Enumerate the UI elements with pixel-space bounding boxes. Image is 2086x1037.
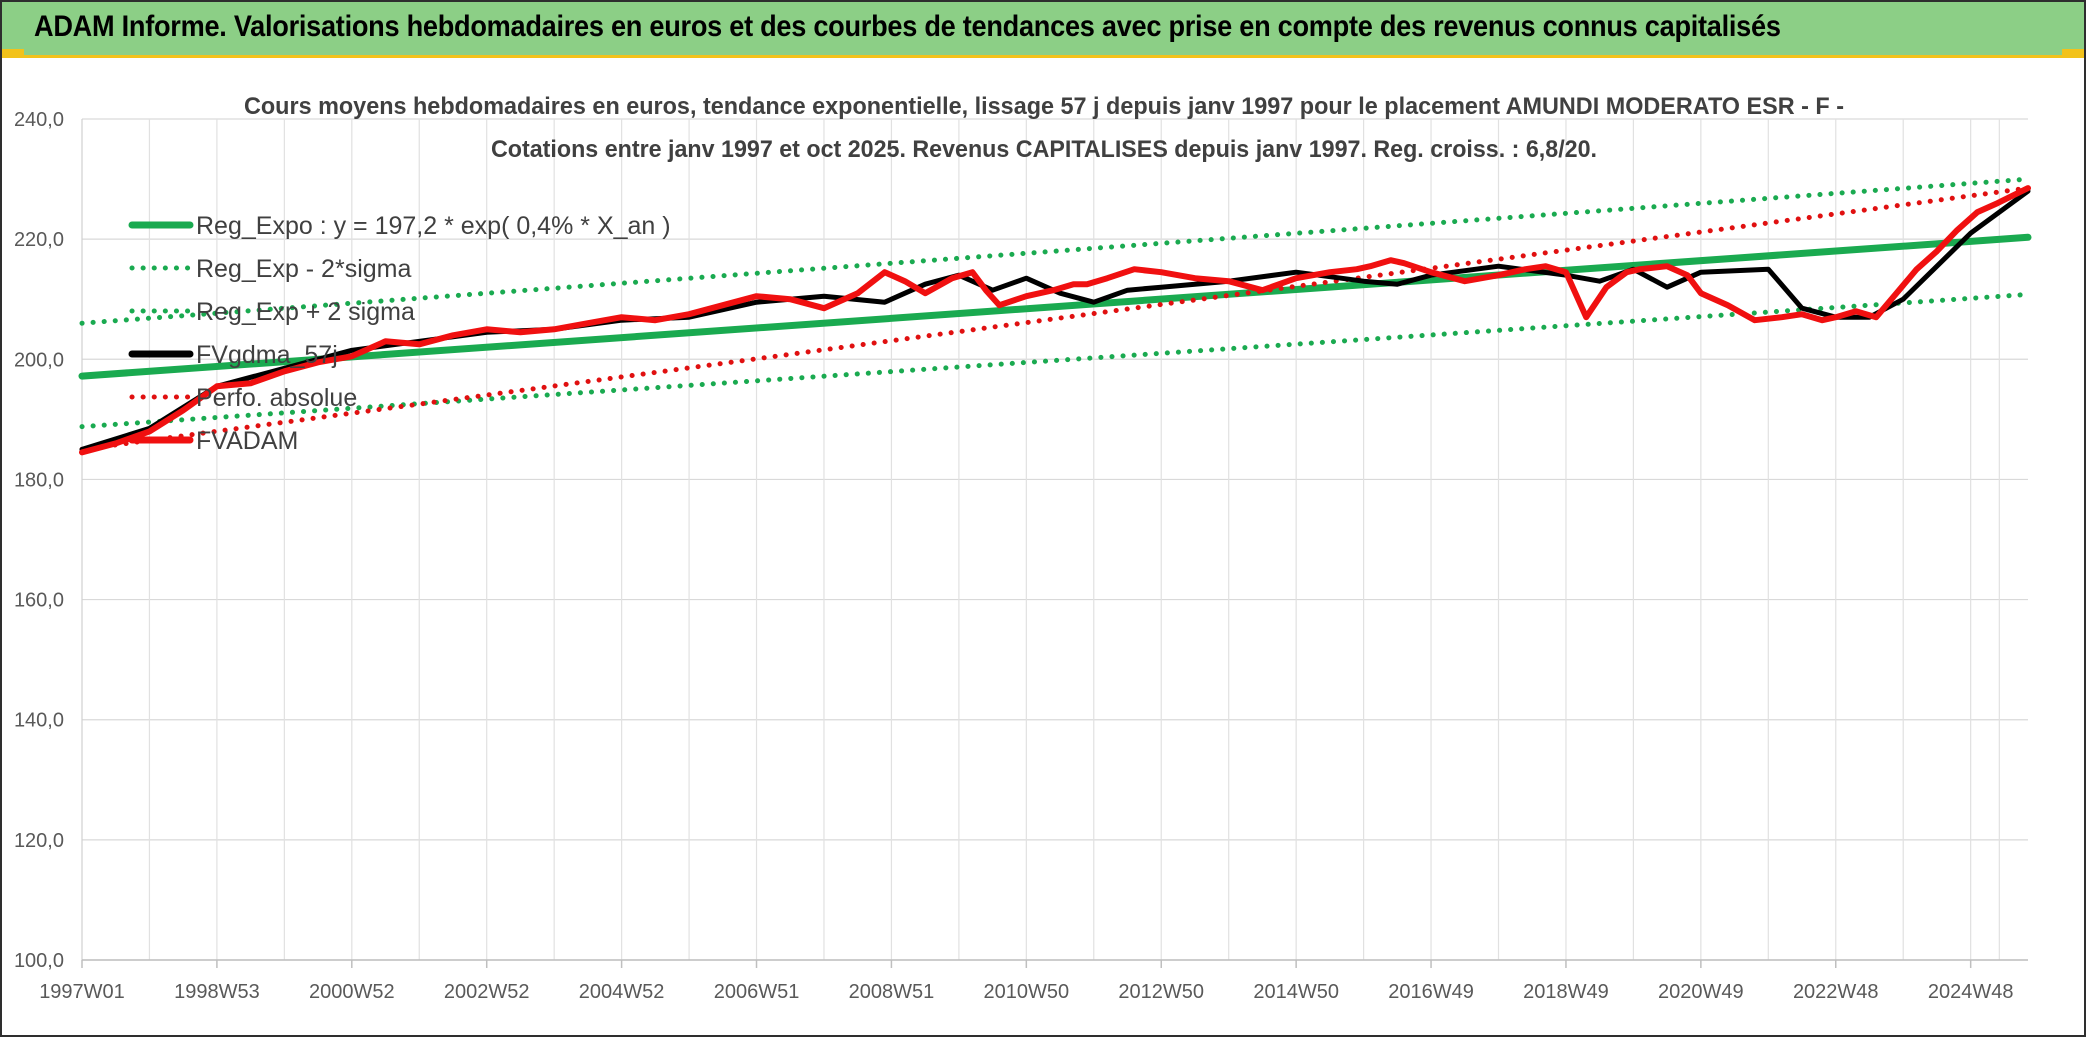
x-tick-label: 2002W52 <box>444 981 530 1003</box>
chart-title: Cours moyens hebdomadaires en euros, ten… <box>244 93 1844 120</box>
y-tick-label: 240,0 <box>14 109 64 131</box>
legend-label: FVgdma_57j <box>196 341 338 369</box>
x-tick-label: 2012W50 <box>1118 981 1204 1003</box>
gridlines <box>81 118 2028 961</box>
x-tick-label: 2022W48 <box>1793 981 1879 1003</box>
legend-label: Reg_Expo : y = 197,2 * exp( 0,4% * X_an … <box>196 212 671 240</box>
series-line-5 <box>79 185 2031 456</box>
y-axis: 100,0 120,0 140,0 160,0 180,0 200,0 220,0 240,0 <box>14 109 64 972</box>
x-tick-label: 2008W51 <box>849 981 935 1003</box>
x-tick-label: 2006W51 <box>714 981 800 1003</box>
y-tick-label: 120,0 <box>14 830 64 852</box>
x-tick-label: 1998W53 <box>174 981 260 1003</box>
series-line-0 <box>78 233 2032 380</box>
report-title: ADAM Informe. Valorisations hebdomadaire… <box>34 10 1781 43</box>
legend-label: Perfo. absolue <box>196 384 357 412</box>
y-tick-label: 140,0 <box>14 710 64 732</box>
legend-label: Reg_Exp + 2 sigma <box>196 298 415 326</box>
x-tick-label: 2016W49 <box>1388 981 1474 1003</box>
x-tick-label: 2014W50 <box>1253 981 1339 1003</box>
y-tick-label: 160,0 <box>14 590 64 612</box>
x-tick-label: 2010W50 <box>984 981 1070 1003</box>
x-tick-label: 2024W48 <box>1928 981 2014 1003</box>
chart-subtitle: Cotations entre janv 1997 et oct 2025. R… <box>491 136 1597 163</box>
legend: Reg_Expo : y = 197,2 * exp( 0,4% * X_an … <box>128 212 671 455</box>
y-tick-label: 180,0 <box>14 469 64 491</box>
banner-corner-right <box>2062 49 2084 58</box>
x-tick-label: 2018W49 <box>1523 981 1609 1003</box>
x-axis: 1997W01 1998W53 2000W52 2002W52 2004W52 2006W… <box>39 959 2028 1003</box>
report-banner: ADAM Informe. Valorisations hebdomadaire… <box>2 2 2084 58</box>
x-tick-label: 2000W52 <box>309 981 395 1003</box>
y-tick-label: 100,0 <box>14 950 64 972</box>
banner-corner-left <box>2 49 24 58</box>
y-tick-label: 200,0 <box>14 349 64 371</box>
legend-label: FVADAM <box>196 427 298 455</box>
x-tick-label: 2004W52 <box>579 981 665 1003</box>
x-tick-label: 2020W49 <box>1658 981 1744 1003</box>
series-line-1 <box>79 291 2031 430</box>
y-tick-label: 220,0 <box>14 229 64 251</box>
x-tick-label: 1997W01 <box>39 981 125 1003</box>
series-line-2 <box>79 176 2031 326</box>
series-layer <box>78 176 2032 456</box>
legend-label: Reg_Exp - 2*sigma <box>196 255 411 283</box>
